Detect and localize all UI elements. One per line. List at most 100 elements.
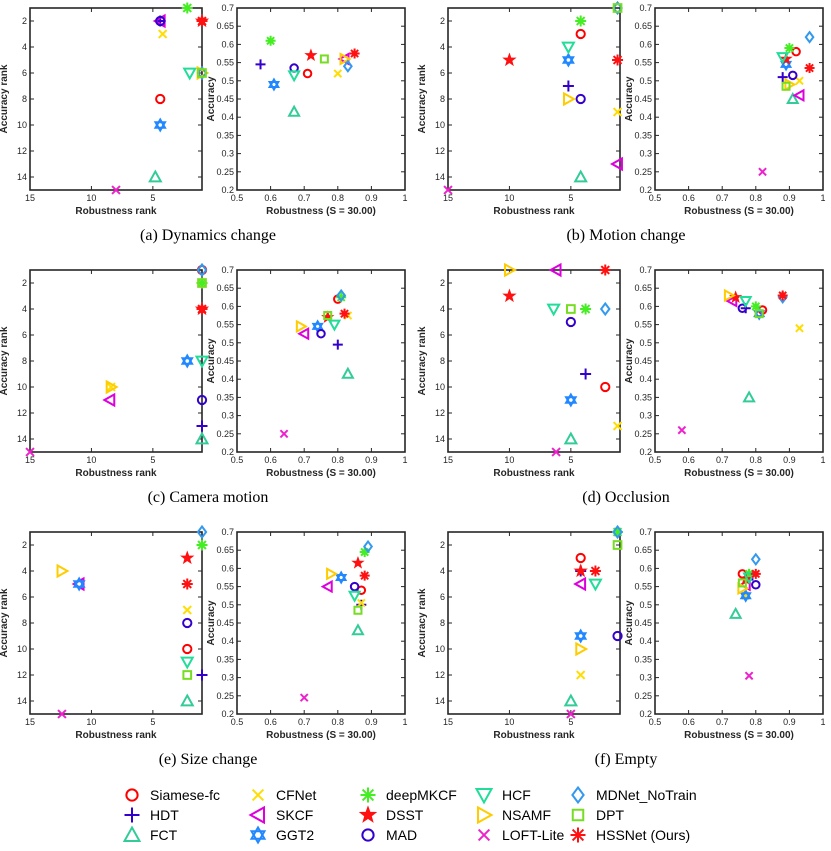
y-tick-label: 0.45: [634, 356, 652, 366]
x-axis-label: Robustness (S = 30.00): [266, 730, 376, 741]
point-hcf: [347, 590, 362, 603]
legend-item-mdnet-notrain: MDNet_NoTrain: [571, 785, 697, 805]
y-tick-label: 0.65: [634, 21, 652, 31]
point-mad: [575, 93, 586, 105]
point-fct: [742, 390, 756, 403]
point-loft-lite: [25, 447, 35, 457]
point-fct: [351, 623, 365, 636]
point-hcf: [546, 303, 561, 317]
legend-marker-hssnet-ours: [570, 827, 586, 843]
point-ggt2: [564, 392, 578, 408]
legend-marker-hcf: [474, 788, 494, 805]
y-axis-label: Accuracy: [206, 600, 217, 645]
x-tick-label: 15: [25, 717, 35, 727]
point-dpt: [182, 670, 193, 680]
x-tick-label: 0.8: [750, 193, 763, 203]
x-axis-label: Robustness rank: [493, 730, 575, 741]
y-tick-label: 2: [22, 278, 27, 288]
y-tick-label: 4: [440, 42, 445, 52]
point-fct: [148, 169, 163, 183]
y-tick-label: 6: [440, 330, 445, 340]
ar-points: [758, 30, 815, 177]
y-tick-label: 0.55: [634, 320, 652, 330]
x-tick-label: 0.6: [682, 193, 695, 203]
y-axis-label: Accuracy rank: [0, 326, 10, 395]
x-axis-label: Robustness rank: [75, 730, 157, 741]
y-tick-label: 6: [22, 330, 27, 340]
y-axis-label: Accuracy rank: [0, 64, 10, 133]
point-mdnet-notrain: [612, 525, 623, 540]
plot-frame: [236, 531, 406, 715]
legend-marker-cfnet: [251, 788, 265, 802]
legend-marker-fct: [122, 825, 142, 842]
x-tick-label: 0.5: [231, 455, 244, 465]
y-tick-label: 14: [17, 434, 27, 444]
y-tick-label: 2: [22, 540, 27, 550]
point-hssnet-ours: [804, 63, 815, 74]
point-mad: [612, 630, 623, 642]
y-axis-label: Accuracy rank: [0, 588, 10, 657]
y-tick-label: 4: [440, 566, 445, 576]
rank-points: [563, 525, 624, 719]
y-tick-label: 4: [22, 304, 27, 314]
point-dsst: [351, 555, 365, 569]
point-nsamf: [56, 563, 70, 579]
point-deepmkcf: [750, 301, 761, 312]
point-cfnet: [158, 29, 168, 39]
legend-item-loft-lite: LOFT-Lite: [477, 827, 564, 843]
x-tick-label: 0.7: [298, 193, 311, 203]
point-loft-lite: [57, 709, 67, 719]
ar-points: [728, 552, 761, 681]
point-nsamf: [339, 52, 352, 66]
panel-b-motion-change: 15 10 5 2 4 6 8 10 12 14 Robustness rank Accuracy r…: [417, 1, 826, 244]
point-deepmkcf: [181, 2, 193, 14]
plot-frame: [29, 7, 203, 191]
plot-frame: [654, 531, 824, 715]
x-tick-label: 0.6: [682, 717, 695, 727]
y-tick-label: 8: [440, 94, 445, 104]
panel-c-camera-motion: 15 10 5 2 4 6 8 10 12 14 Robustness rank Accuracy r…: [0, 263, 408, 506]
panel-caption: (b) Motion change: [566, 227, 685, 244]
point-hcf: [742, 572, 756, 585]
y-tick-label: 0.5: [221, 338, 234, 348]
legend-item-skcf: SKCF: [248, 805, 313, 825]
y-tick-label: 0.7: [221, 3, 234, 13]
legend-label: Siamese-fc: [150, 787, 220, 803]
point-cfnet: [795, 323, 804, 333]
x-tick-label: 0.8: [332, 455, 345, 465]
y-tick-label: 6: [22, 592, 27, 602]
x-tick-label: 1: [402, 717, 407, 727]
point-mdnet-notrain: [196, 525, 208, 540]
y-tick-label: 0.2: [639, 447, 652, 457]
y-tick-label: 0.45: [634, 94, 652, 104]
y-tick-label: 0.3: [639, 411, 652, 421]
point-deepmkcf: [580, 303, 592, 315]
legend-marker-deepmkcf: [360, 787, 376, 803]
y-tick-label: 10: [435, 382, 445, 392]
point-deepmkcf: [575, 15, 587, 27]
point-ggt2: [311, 319, 324, 334]
plot-frame: [236, 269, 406, 453]
y-tick-label: 0.35: [216, 130, 234, 140]
point-nsamf: [326, 567, 339, 581]
y-tick-label: 10: [17, 644, 27, 654]
y-tick-label: 0.2: [221, 185, 234, 195]
x-tick-label: 10: [504, 455, 514, 465]
point-deepmkcf: [265, 35, 276, 46]
point-hdt: [777, 72, 788, 83]
y-tick-label: 0.4: [639, 112, 652, 122]
legend-label: SKCF: [276, 807, 313, 823]
x-tick-label: 0.7: [716, 455, 729, 465]
point-skcf: [548, 263, 562, 278]
y-tick-label: 0.5: [221, 600, 234, 610]
x-tick-label: 15: [443, 455, 453, 465]
x-tick-label: 5: [150, 455, 155, 465]
legend-label: HCF: [502, 787, 531, 803]
y-tick-label: 2: [440, 278, 445, 288]
point-siamese-fc: [182, 643, 193, 655]
point-mad: [182, 617, 193, 629]
y-tick-label: 0.4: [639, 636, 652, 646]
panel-caption: (c) Camera motion: [148, 489, 269, 506]
ar-plot: 0.5 0.6 0.7 0.8 0.9 1 0.2 0.25 0.3 0.35 0.4 0.45 0.5…: [206, 527, 408, 741]
point-hdt: [580, 368, 592, 380]
